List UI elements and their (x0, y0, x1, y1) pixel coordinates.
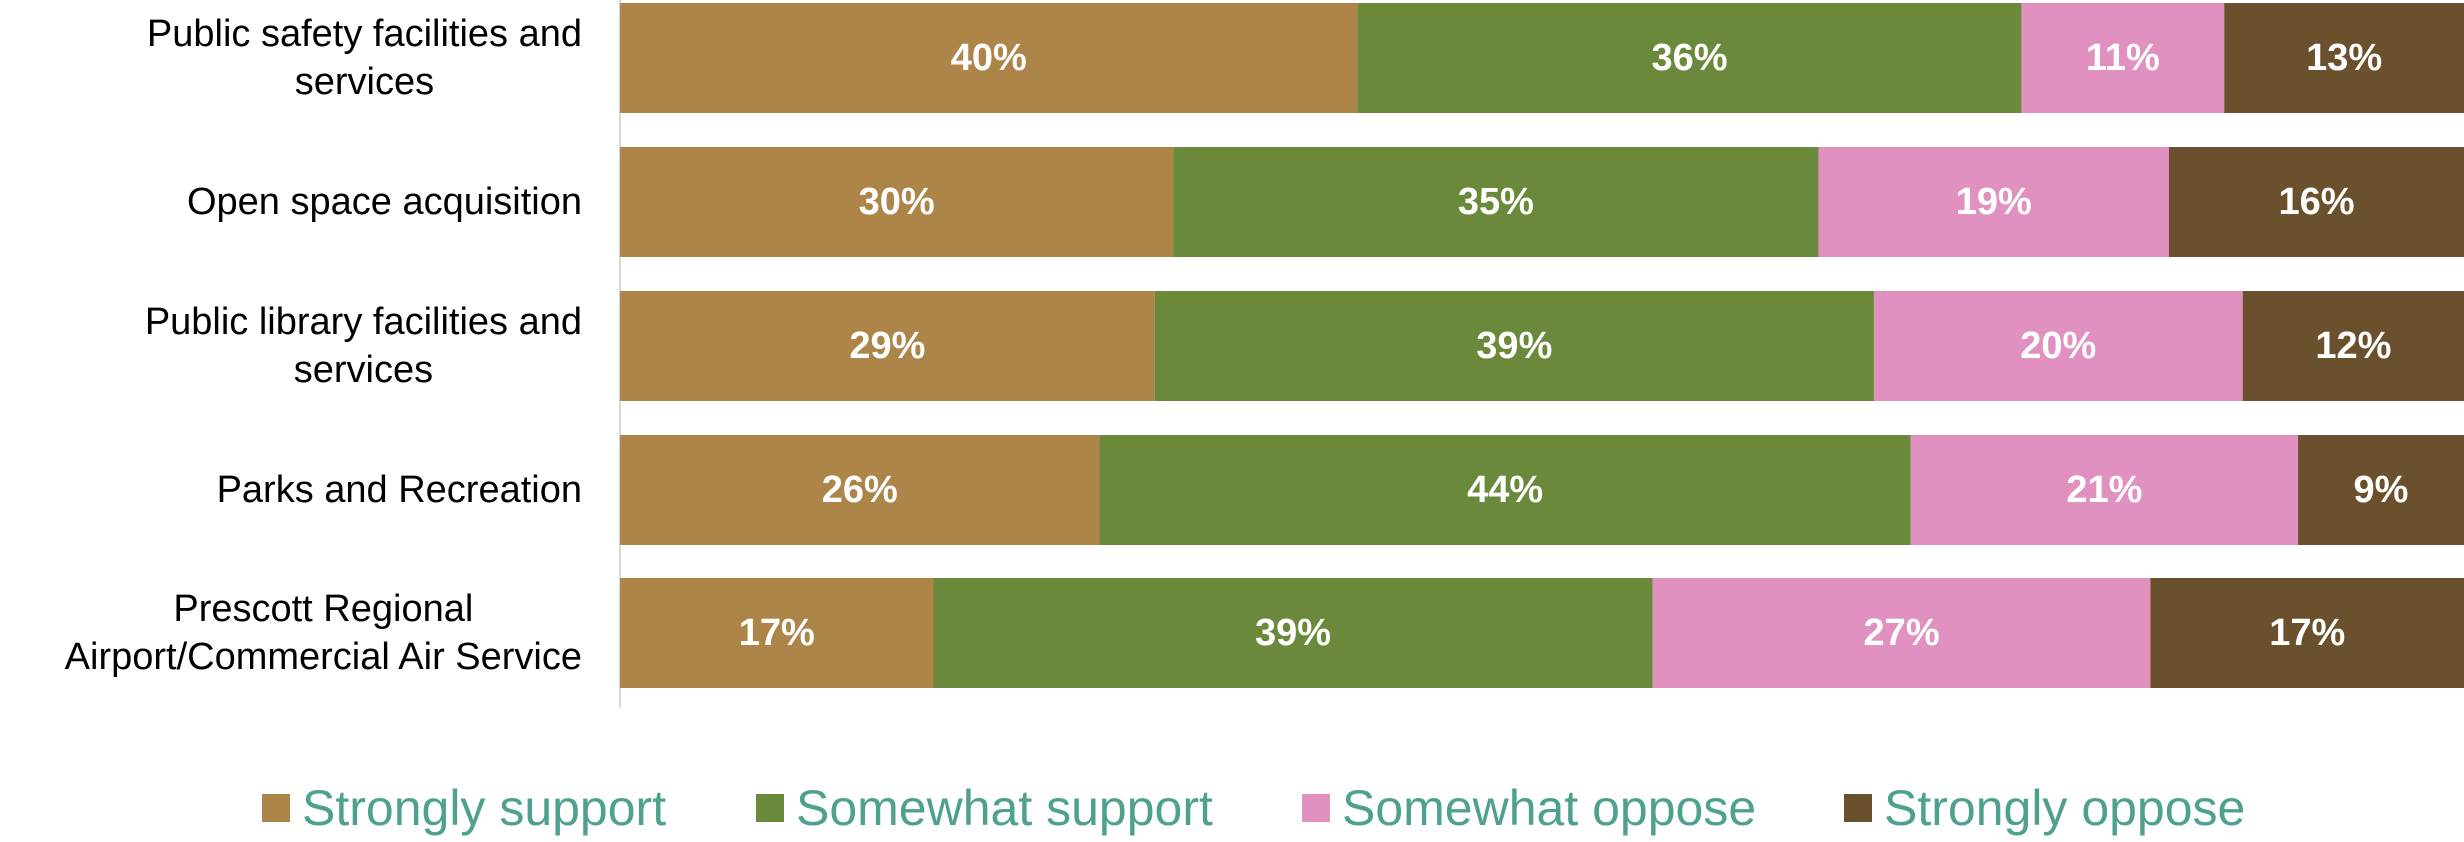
legend-label: Somewhat support (796, 780, 1213, 836)
bars-layer: 40% 36% 11% 13% 30% 35% 19% 16% 29% 39% 20% 12% 26% 4… (619, 0, 2464, 708)
bar-segment-strongly-support (620, 291, 1155, 401)
category-label: Public library facilities and services (145, 301, 582, 391)
bar-segment-strongly-support (620, 435, 1100, 545)
bar-segment-strongly-oppose (2150, 578, 2464, 688)
bar-segment-strongly-support (620, 3, 1358, 113)
bar-row: 30% 35% 19% 16% (620, 147, 2464, 257)
data-label: 36% (1651, 37, 1727, 79)
bar-segment-strongly-oppose (2224, 3, 2464, 113)
data-label: 20% (2020, 325, 2096, 367)
data-label: 17% (739, 612, 815, 654)
bar-row: 26% 44% 21% 9% (620, 435, 2464, 545)
bar-row: 29% 39% 20% 12% (620, 291, 2464, 401)
legend-item-somewhat-support: Somewhat support (756, 780, 1213, 836)
legend-swatch (1302, 794, 1330, 822)
data-label: 16% (2278, 181, 2354, 223)
data-label: 35% (1458, 181, 1534, 223)
bar-segment-somewhat-support (933, 578, 1653, 688)
bar-segment-somewhat-oppose (1818, 147, 2169, 257)
data-label: 17% (2269, 612, 2345, 654)
legend-item-strongly-support: Strongly support (262, 780, 666, 836)
data-label: 19% (1956, 181, 2032, 223)
data-label: 21% (2066, 469, 2142, 511)
category-label: Public safety facilities and services (147, 13, 582, 103)
legend-item-somewhat-oppose: Somewhat oppose (1302, 780, 1756, 836)
bar-segment-somewhat-oppose (2021, 3, 2225, 113)
bar-segment-somewhat-support (1173, 147, 1819, 257)
legend-label: Strongly oppose (1884, 780, 2245, 836)
data-label: 44% (1467, 469, 1543, 511)
category-label: Open space acquisition (187, 181, 582, 223)
bar-segment-strongly-oppose (2242, 291, 2464, 401)
data-label: 30% (859, 181, 935, 223)
legend-item-strongly-oppose: Strongly oppose (1844, 780, 2245, 836)
data-label: 27% (1864, 612, 1940, 654)
legend: Strongly support Somewhat support Somewhat… (262, 780, 2245, 836)
bar-segment-somewhat-support (1154, 291, 1874, 401)
data-label: 26% (822, 469, 898, 511)
data-label: 29% (849, 325, 925, 367)
bar-segment-somewhat-support (1099, 435, 1911, 545)
data-label: 13% (2306, 37, 2382, 79)
bar-segment-strongly-support (620, 578, 934, 688)
data-label: 11% (2086, 37, 2160, 79)
legend-swatch (262, 794, 290, 822)
data-label: 12% (2315, 325, 2391, 367)
bar-segment-somewhat-support (1357, 3, 2022, 113)
bar-segment-somewhat-oppose (1910, 435, 2299, 545)
category-label: Parks and Recreation (217, 469, 582, 511)
bar-segment-strongly-oppose (2168, 147, 2464, 257)
bar-segment-somewhat-oppose (1652, 578, 2151, 688)
data-label: 40% (951, 37, 1027, 79)
legend-swatch (1844, 794, 1872, 822)
category-label: Prescott Regional Airport/Commercial Air … (65, 588, 582, 678)
data-label: 39% (1255, 612, 1331, 654)
bar-row: 40% 36% 11% 13% (620, 3, 2464, 113)
bar-segment-strongly-oppose (2298, 435, 2464, 545)
data-label: 39% (1476, 325, 1552, 367)
legend-label: Somewhat oppose (1342, 780, 1756, 836)
category-labels: Public safety facilities and services Open… (65, 13, 582, 678)
bar-row: 17% 39% 27% 17% (620, 578, 2464, 688)
legend-label: Strongly support (302, 780, 666, 836)
legend-swatch (756, 794, 784, 822)
bar-segment-strongly-support (620, 147, 1174, 257)
bar-segment-somewhat-oppose (1873, 291, 2243, 401)
data-label: 9% (2354, 469, 2409, 511)
